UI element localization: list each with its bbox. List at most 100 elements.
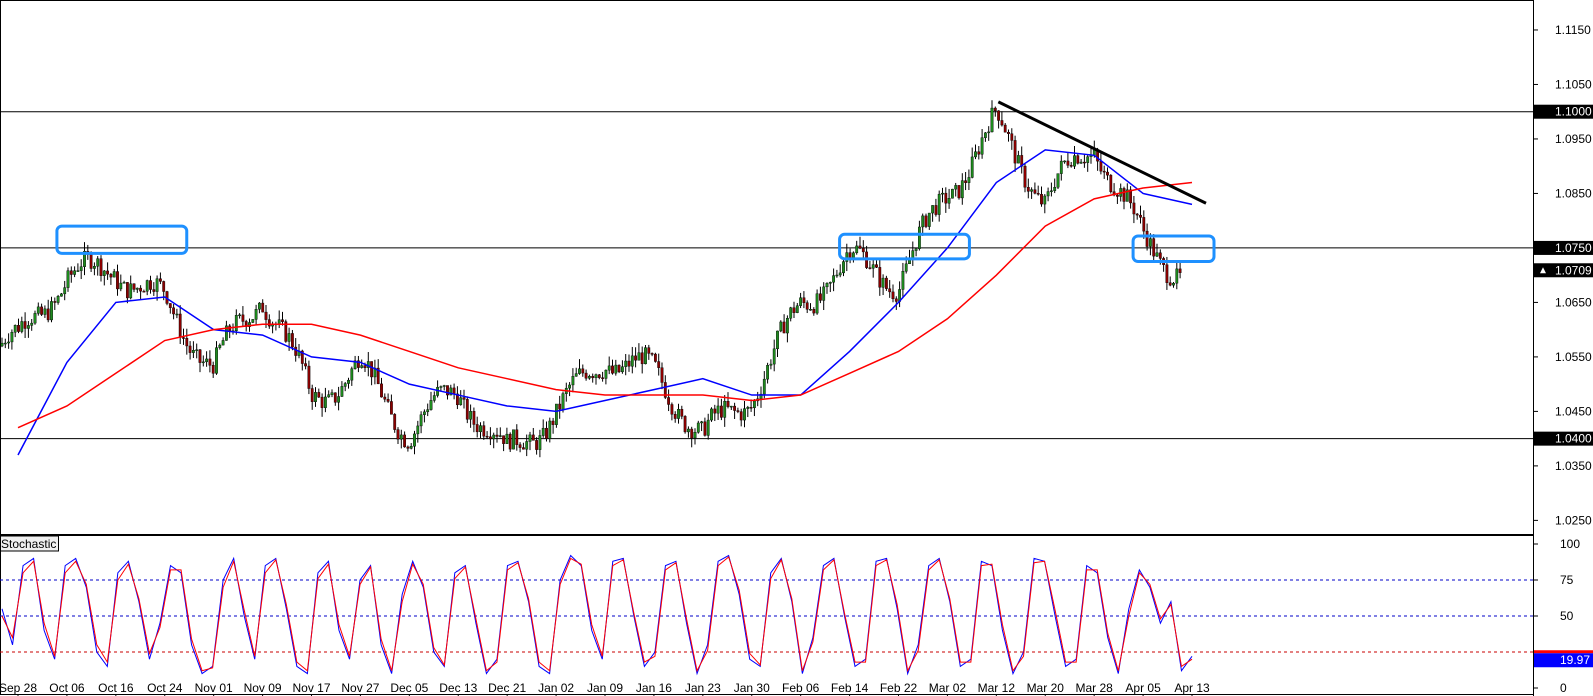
bearish-candle — [241, 314, 245, 322]
bullish-candle — [129, 283, 133, 299]
bullish-candle — [347, 379, 350, 384]
bearish-candle — [284, 321, 288, 342]
bullish-candle — [1086, 156, 1090, 163]
bearish-candle — [386, 399, 390, 402]
bearish-candle — [281, 319, 284, 322]
bearish-candle — [673, 414, 677, 419]
date-tick-label: Jan 23 — [685, 681, 721, 695]
bullish-candle — [822, 286, 826, 301]
bullish-candle — [56, 296, 60, 303]
bullish-candle — [409, 446, 413, 449]
bearish-candle — [611, 365, 614, 374]
bullish-candle — [852, 252, 855, 259]
bullish-candle — [343, 383, 347, 387]
current-price-label: 1.0709 — [1555, 263, 1592, 277]
oscillator-title-text: Stochastic — [1, 537, 56, 551]
bullish-candle — [931, 205, 935, 214]
bearish-candle — [1158, 252, 1162, 259]
bullish-candle — [7, 341, 11, 344]
oscillator-tick-label: 0 — [1560, 681, 1567, 695]
date-tick-label: Apr 05 — [1125, 681, 1161, 695]
bearish-candle — [782, 321, 786, 334]
bullish-candle — [1017, 155, 1020, 164]
bullish-candle — [13, 325, 17, 333]
bearish-candle — [310, 388, 314, 402]
bullish-candle — [568, 384, 572, 389]
bullish-candle — [881, 277, 885, 288]
bearish-candle — [485, 435, 489, 438]
bullish-candle — [815, 293, 819, 314]
bullish-candle — [1092, 149, 1096, 156]
price-tick-label: 1.0350 — [1555, 459, 1592, 473]
bearish-candle — [683, 416, 687, 433]
bullish-candle — [60, 293, 63, 297]
bullish-candle — [921, 215, 925, 228]
bearish-candle — [1076, 155, 1080, 164]
bullish-candle — [1046, 191, 1050, 197]
bullish-candle — [215, 347, 218, 374]
bullish-candle — [967, 177, 971, 183]
bullish-candle — [1030, 189, 1034, 192]
bullish-candle — [1053, 187, 1057, 191]
bearish-candle — [1007, 131, 1010, 134]
bullish-candle — [1079, 161, 1083, 164]
bearish-candle — [452, 387, 456, 395]
bullish-candle — [832, 275, 836, 283]
bearish-candle — [1106, 171, 1109, 176]
bullish-candle — [871, 264, 875, 269]
bearish-candle — [894, 298, 898, 302]
bearish-candle — [89, 254, 93, 269]
bearish-candle — [627, 360, 631, 367]
bullish-candle — [50, 301, 53, 321]
bullish-candle — [96, 258, 100, 267]
bullish-candle — [0, 342, 4, 347]
bearish-candle — [403, 434, 406, 448]
bearish-candle — [663, 382, 667, 398]
bearish-candle — [1132, 202, 1136, 215]
bearish-candle — [475, 424, 479, 433]
bearish-candle — [1178, 268, 1182, 273]
bearish-candle — [317, 392, 321, 398]
bearish-candle — [142, 291, 146, 293]
candlesticks — [0, 100, 1182, 458]
bullish-candle — [350, 368, 354, 381]
bullish-candle — [937, 193, 941, 215]
bullish-candle — [423, 411, 426, 415]
bullish-candle — [360, 365, 364, 368]
bullish-candle — [426, 409, 430, 413]
bullish-candle — [743, 408, 746, 421]
bullish-candle — [696, 422, 700, 433]
bearish-candle — [139, 287, 142, 292]
bearish-candle — [736, 410, 740, 412]
bearish-candle — [320, 396, 324, 408]
bearish-candle — [1102, 170, 1106, 173]
bullish-candle — [175, 313, 179, 316]
bearish-candle — [261, 302, 265, 313]
bullish-candle — [548, 420, 552, 439]
bearish-candle — [703, 421, 707, 436]
price-tick-label: 1.0450 — [1555, 404, 1592, 418]
bearish-candle — [924, 215, 928, 227]
bearish-candle — [1152, 238, 1156, 257]
bullish-candle — [3, 342, 7, 345]
bearish-candle — [1082, 161, 1086, 164]
bearish-candle — [634, 355, 638, 361]
bullish-candle — [779, 321, 783, 332]
bullish-candle — [505, 433, 509, 444]
bearish-candle — [1000, 120, 1004, 126]
bearish-candle — [1142, 217, 1146, 232]
date-tick-label: Mar 02 — [929, 681, 967, 695]
bearish-candle — [802, 297, 806, 303]
bullish-candle — [970, 156, 974, 178]
bullish-candle — [984, 132, 987, 138]
bullish-candle — [588, 376, 591, 379]
bullish-candle — [941, 192, 944, 195]
bearish-candle — [640, 352, 644, 365]
bearish-candle — [1069, 165, 1073, 167]
bearish-candle — [888, 288, 892, 293]
bullish-candle — [604, 369, 608, 379]
bearish-candle — [446, 385, 449, 396]
bullish-candle — [525, 441, 529, 450]
bullish-candle — [469, 411, 472, 420]
